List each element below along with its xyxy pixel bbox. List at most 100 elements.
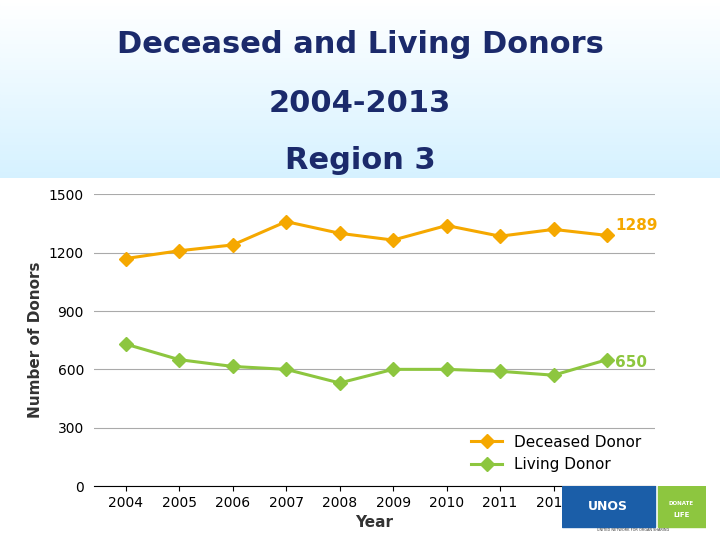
Bar — [0, 152, 720, 153]
Bar — [0, 18, 720, 19]
Bar — [0, 148, 720, 150]
Bar — [0, 118, 720, 119]
Bar — [0, 102, 720, 103]
Bar — [0, 150, 720, 151]
Bar — [0, 174, 720, 177]
Bar — [562, 486, 655, 527]
Bar — [0, 16, 720, 18]
Text: UNITED NETWORK FOR ORGAN SHARING: UNITED NETWORK FOR ORGAN SHARING — [598, 528, 670, 532]
Bar — [0, 60, 720, 62]
Text: 2004-2013: 2004-2013 — [269, 89, 451, 118]
Deceased Donor — [336, 230, 344, 237]
Bar — [0, 25, 720, 26]
Bar — [0, 19, 720, 22]
Bar — [0, 2, 720, 4]
Bar — [0, 36, 720, 37]
Bar — [0, 139, 720, 141]
Bar — [0, 43, 720, 45]
Bar — [0, 48, 720, 50]
Bar — [0, 12, 720, 14]
Text: Region 3: Region 3 — [284, 146, 436, 175]
Living Donor — [282, 366, 290, 373]
Bar — [658, 486, 706, 527]
Line: Deceased Donor: Deceased Donor — [121, 217, 612, 264]
Bar — [0, 157, 720, 159]
Text: UNOS: UNOS — [588, 501, 628, 514]
Bar — [0, 123, 720, 125]
Bar — [0, 173, 720, 174]
Bar — [0, 153, 720, 155]
Text: 650: 650 — [615, 355, 647, 370]
Bar — [0, 93, 720, 94]
Bar — [0, 32, 720, 34]
Bar — [0, 77, 720, 78]
Bar — [0, 144, 720, 146]
Bar — [0, 114, 720, 116]
Text: 1289: 1289 — [615, 218, 657, 233]
Bar — [0, 73, 720, 75]
Bar — [0, 105, 720, 107]
Bar — [0, 5, 720, 7]
Bar — [0, 70, 720, 71]
Bar — [0, 41, 720, 43]
Bar — [0, 116, 720, 118]
Bar — [0, 66, 720, 68]
Bar — [0, 146, 720, 148]
Bar — [0, 159, 720, 160]
Bar — [0, 23, 720, 25]
Bar — [0, 55, 720, 57]
Deceased Donor — [442, 222, 451, 229]
Deceased Donor — [389, 237, 397, 244]
Bar — [0, 39, 720, 41]
Bar — [0, 167, 720, 170]
Bar — [0, 85, 720, 87]
Bar — [0, 26, 720, 29]
Bar — [0, 166, 720, 167]
Deceased Donor — [603, 232, 611, 239]
Living Donor — [175, 356, 184, 363]
Bar — [0, 64, 720, 66]
Bar — [0, 160, 720, 162]
Living Donor — [336, 380, 344, 386]
Bar — [0, 121, 720, 123]
Bar — [0, 50, 720, 52]
Living Donor — [496, 368, 505, 375]
Bar — [0, 9, 720, 11]
Bar — [0, 30, 720, 32]
Living Donor — [122, 341, 130, 347]
Bar — [0, 177, 720, 178]
Bar — [0, 125, 720, 126]
Living Donor — [228, 363, 237, 370]
Y-axis label: Number of Donors: Number of Donors — [28, 262, 43, 418]
Bar — [0, 84, 720, 85]
Bar — [0, 14, 720, 16]
Bar — [0, 45, 720, 46]
Bar — [0, 89, 720, 91]
Bar — [0, 34, 720, 36]
Bar — [0, 94, 720, 96]
Bar — [0, 107, 720, 109]
Bar — [0, 112, 720, 114]
Bar — [0, 126, 720, 129]
Bar — [0, 80, 720, 82]
Deceased Donor — [175, 247, 184, 254]
Living Donor — [549, 372, 558, 379]
Bar — [0, 68, 720, 70]
Living Donor — [442, 366, 451, 373]
Living Donor — [603, 356, 611, 363]
Bar — [0, 129, 720, 130]
Bar — [0, 11, 720, 12]
Bar — [0, 78, 720, 80]
Bar — [0, 130, 720, 132]
Bar — [0, 111, 720, 112]
Bar — [0, 134, 720, 136]
Bar — [0, 46, 720, 48]
Bar — [0, 143, 720, 144]
Bar — [0, 0, 720, 2]
Deceased Donor — [228, 242, 237, 248]
Bar — [0, 22, 720, 23]
Bar — [0, 75, 720, 77]
Bar — [0, 103, 720, 105]
Deceased Donor — [282, 218, 290, 225]
Bar — [0, 7, 720, 9]
